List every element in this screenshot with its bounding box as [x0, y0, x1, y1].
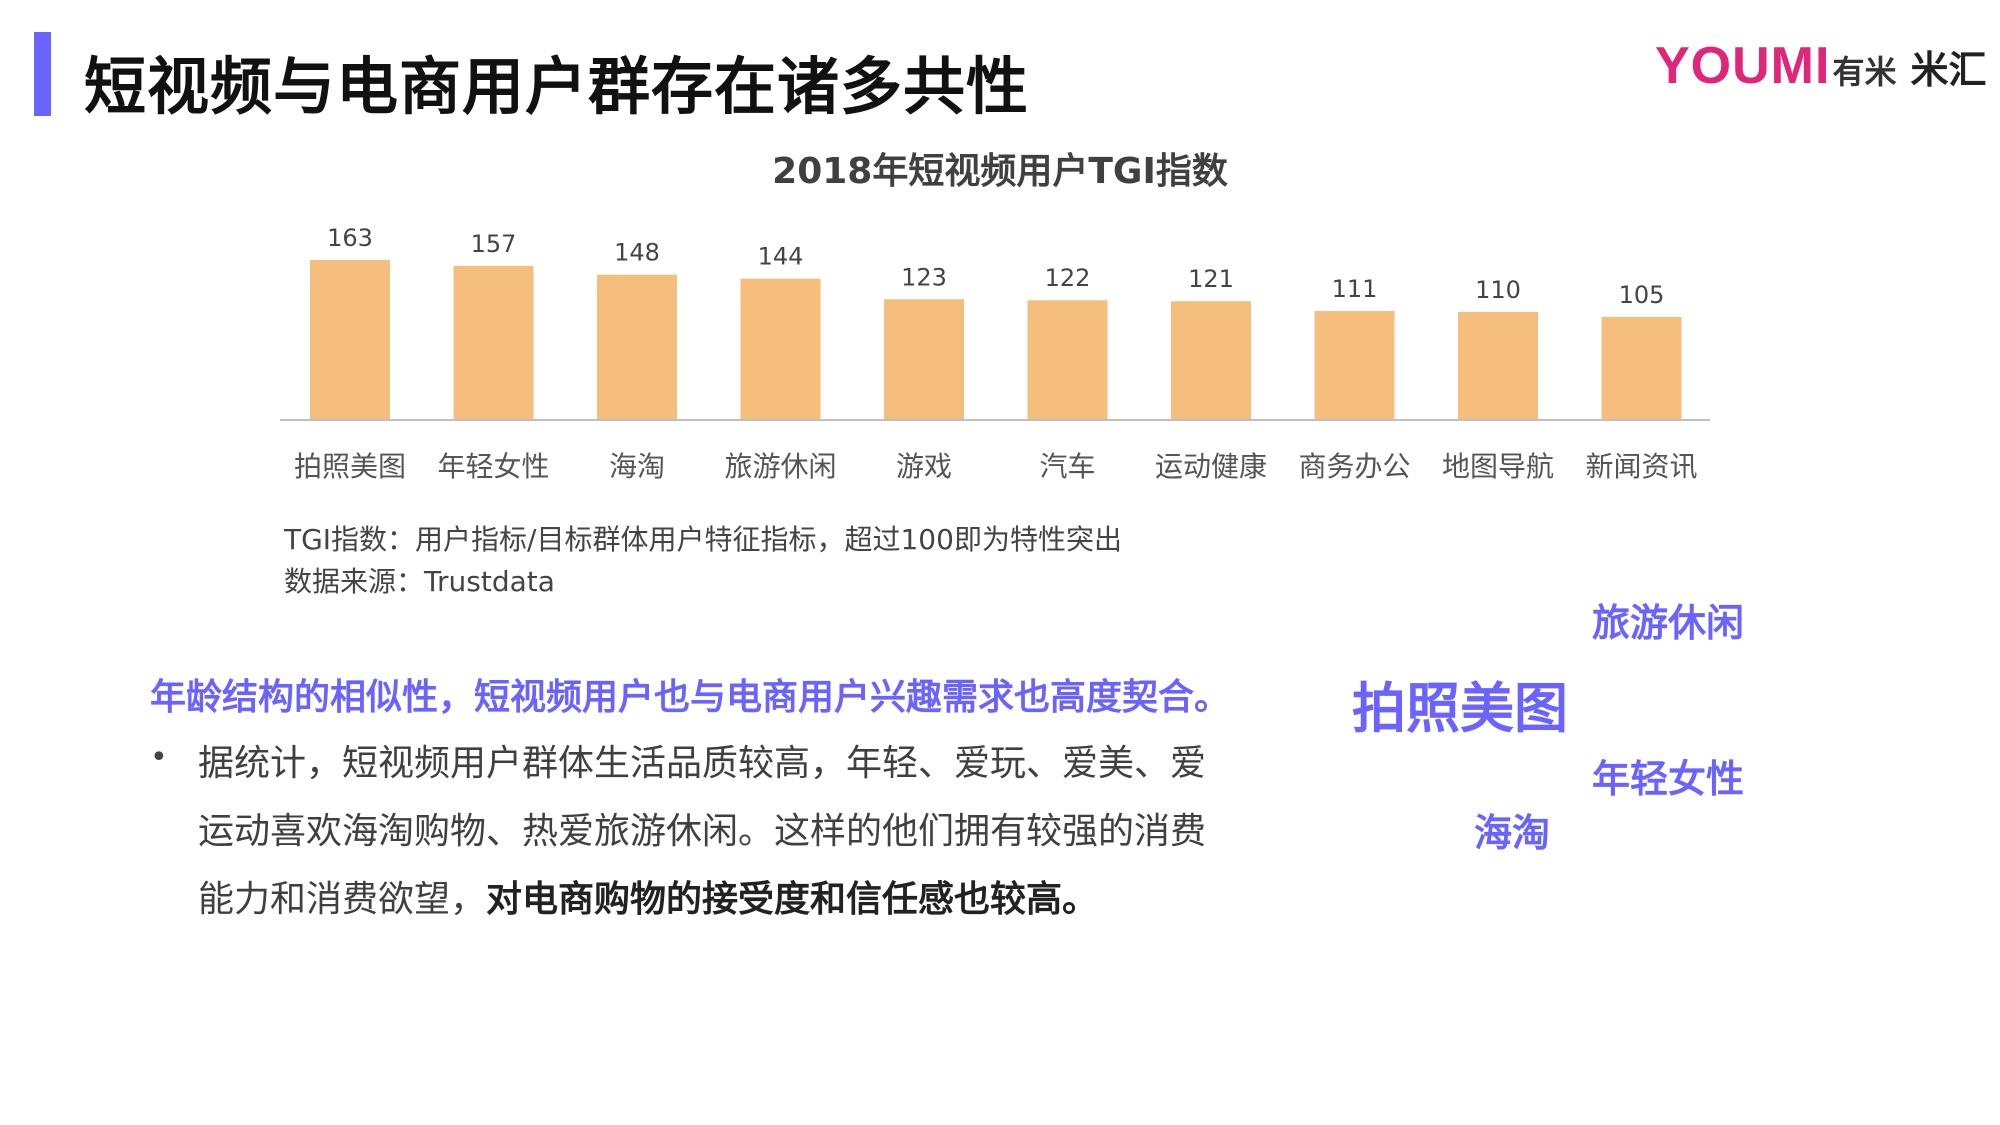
summary-line-1: 据统计，短视频用户群体生活品质较高，年轻、爱玩、爱美、爱 [198, 743, 1207, 784]
word-cloud-travel: 旅游休闲 [1592, 601, 1745, 645]
value-label-group: 163 157 148 144 123 122 121 111 110 105 [327, 224, 1664, 309]
value-label-4: 144 [758, 243, 804, 271]
word-cloud-young-women: 年轻女性 [1592, 757, 1745, 801]
value-label-3: 148 [614, 239, 660, 267]
category-label-10: 新闻资讯 [1585, 450, 1697, 483]
bar-group [310, 260, 1682, 420]
category-label-5: 游戏 [896, 450, 952, 483]
bullet-dot: • [150, 740, 168, 775]
category-label-3: 海淘 [609, 450, 665, 483]
value-label-2: 157 [471, 230, 517, 258]
brand-logo: YOUMI有米 米汇 [1655, 36, 1987, 106]
category-label-1: 拍照美图 [294, 450, 406, 483]
bar-2 [453, 265, 534, 420]
summary-line-3-plain: 能力和消费欲望， [198, 879, 487, 920]
category-label-group: 拍照美图 年轻女性 海淘 旅游休闲 游戏 汽车 运动健康 商务办公 地图导航 新闻资讯 [294, 450, 1698, 483]
chart-title: 2018年短视频用户TGI指数 [772, 151, 1228, 192]
summary-line-3: 能力和消费欲望，对电商购物的接受度和信任感也较高。 [198, 870, 1098, 922]
bar-9 [1458, 312, 1538, 420]
summary-headline: 年龄结构的相似性，短视频用户也与电商用户兴趣需求也高度契合。 [150, 677, 1231, 718]
word-cloud-haitao: 海淘 [1474, 811, 1551, 855]
value-label-5: 123 [901, 263, 947, 291]
data-source-note: 数据来源：Trustdata [284, 565, 555, 598]
category-label-7: 运动健康 [1155, 450, 1267, 483]
bar-4 [740, 278, 821, 420]
bar-6 [1027, 300, 1108, 420]
category-label-9: 地图导航 [1442, 450, 1554, 483]
value-label-6: 122 [1045, 264, 1091, 292]
value-label-10: 105 [1619, 281, 1665, 309]
youmi-logo-cn: 有米 [1832, 53, 1897, 91]
word-cloud-photo: 拍照美图 [1352, 677, 1568, 740]
summary-line-2: 运动喜欢海淘购物、热爱旅游休闲。这样的他们拥有较强的消费 [198, 811, 1207, 852]
title-accent-bar [34, 32, 51, 116]
value-label-1: 163 [327, 224, 373, 252]
bar-3 [597, 274, 677, 420]
summary-line-3-bold: 对电商购物的接受度和信任感也较高。 [486, 879, 1099, 920]
bar-7 [1171, 301, 1251, 420]
youmi-logo-text: YOUMI [1655, 37, 1831, 95]
bar-8 [1314, 311, 1395, 420]
category-label-2: 年轻女性 [437, 450, 549, 483]
category-label-6: 汽车 [1039, 450, 1095, 483]
value-label-9: 110 [1475, 276, 1521, 304]
category-label-4: 旅游休闲 [724, 450, 836, 483]
value-label-7: 121 [1188, 265, 1234, 293]
tgi-definition-note: TGI指数：用户指标/目标群体用户特征指标，超过100即为特性突出 [284, 523, 1122, 556]
mihui-logo-text: 米汇 [1910, 48, 1987, 92]
value-label-8: 111 [1332, 275, 1378, 303]
bar-5 [884, 299, 964, 420]
page-title: 短视频与电商用户群存在诸多共性 [84, 50, 1030, 123]
bar-1 [310, 260, 390, 420]
bar-10 [1601, 316, 1682, 420]
category-label-8: 商务办公 [1298, 450, 1410, 483]
tgi-bar-chart: 163 157 148 144 123 122 121 111 110 105 拍照美图 年轻女性 海… [280, 224, 1710, 483]
